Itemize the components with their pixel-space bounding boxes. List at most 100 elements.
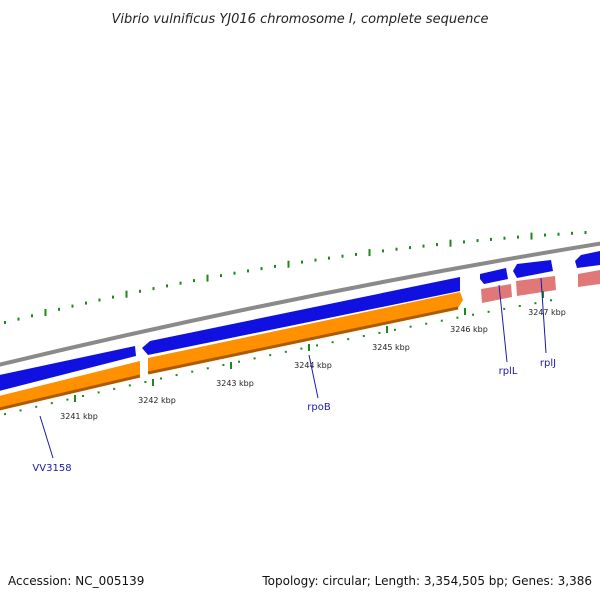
gc-skew-tick <box>247 269 249 273</box>
gc-skew-tick <box>355 252 357 256</box>
gc-skew-tick <box>571 231 573 235</box>
scale-minor-tick <box>50 402 53 405</box>
scale-minor-tick <box>66 398 69 401</box>
scale-minor-tick <box>128 384 131 387</box>
scale-minor-tick <box>191 370 194 373</box>
reverse-gene-rpob <box>148 292 463 373</box>
scale-minor-tick <box>503 307 506 310</box>
gc-skew-tick <box>71 304 74 308</box>
gene-label-leader <box>540 277 547 354</box>
forward-gene-vv3158 <box>0 346 136 391</box>
scale-minor-tick <box>4 413 6 416</box>
gc-skew-tick <box>233 271 236 275</box>
scale-minor-tick <box>82 395 84 397</box>
gc-skew-tick <box>17 317 20 321</box>
gc-skew-tick <box>409 246 411 250</box>
scale-major-tick <box>74 395 76 402</box>
rna-gene-3 <box>578 270 600 287</box>
gc-skew-tick <box>422 244 425 248</box>
gc-skew-tick <box>314 258 317 262</box>
gene-label-vv3158: VV3158 <box>32 463 71 474</box>
scale-minor-tick <box>362 335 365 337</box>
gc-skew-tick <box>368 249 371 257</box>
gc-skew-tick <box>260 267 263 271</box>
scale-major-tick <box>542 291 544 298</box>
gc-skew-tick <box>476 239 479 243</box>
gc-skew-tick <box>301 260 303 264</box>
forward-strand-track <box>0 251 600 391</box>
gene-labels: VV3158 rpoB rplL rplJ <box>32 277 556 474</box>
gc-skew-tick <box>328 256 330 260</box>
gc-skew-tick <box>44 309 47 316</box>
gc-skew-tick <box>503 236 506 240</box>
scale-minor-tick <box>534 302 537 305</box>
forward-gene-rplj <box>513 260 553 278</box>
gc-skew-track <box>4 231 587 324</box>
gc-skew-tick <box>206 274 209 282</box>
scale-tick-label: 3245 kbp <box>372 343 410 352</box>
gene-label-leader <box>39 415 54 459</box>
scale-tick-label: 3246 kbp <box>450 325 488 334</box>
scale-major-tick <box>464 308 466 315</box>
gene-label-rplj: rplJ <box>540 358 556 369</box>
scale-tick-label: 3242 kbp <box>138 396 176 405</box>
scale-minor-tick <box>394 328 396 331</box>
scale-minor-tick <box>206 367 209 370</box>
summary-text: Topology: circular; Length: 3,354,505 bp… <box>261 574 592 588</box>
reverse-strand-track <box>0 292 463 411</box>
scale-minor-tick <box>222 364 225 366</box>
scale-minor-tick <box>144 381 147 383</box>
gc-skew-tick <box>490 237 492 241</box>
scale-major-tick <box>308 344 310 351</box>
scale-tick-label: 3243 kbp <box>216 379 254 388</box>
scale-minor-tick <box>35 405 38 408</box>
gc-skew-tick <box>382 249 384 253</box>
gene-label-leader <box>498 284 508 363</box>
gc-skew-tick <box>544 233 546 237</box>
accession-text: Accession: NC_005139 <box>8 574 144 588</box>
gc-skew-tick <box>557 232 560 236</box>
gc-skew-tick <box>436 243 438 247</box>
gc-skew-tick <box>4 321 6 324</box>
scale-minor-tick <box>175 374 178 377</box>
forward-gene-rpob <box>142 277 460 355</box>
scale-track: 3241 kbp 3242 kbp 3243 kbp 3244 kbp 3245 kbp… <box>4 291 566 421</box>
gc-skew-tick <box>274 264 276 268</box>
gene-label-leader <box>308 354 319 399</box>
scale-minor-tick <box>487 310 490 313</box>
rna-gene-1 <box>481 284 512 303</box>
scale-minor-tick <box>253 357 256 360</box>
scale-major-tick <box>386 326 388 333</box>
scale-minor-tick <box>331 341 334 344</box>
scale-minor-tick <box>550 299 552 302</box>
scale-minor-tick <box>472 313 474 316</box>
reverse-gene-rpob-shadow <box>147 306 459 375</box>
scale-minor-tick <box>378 331 381 334</box>
scale-major-tick <box>230 362 232 369</box>
reverse-gene-vv3158 <box>0 361 140 409</box>
scale-minor-tick <box>238 360 240 363</box>
gene-label-rpob: rpoB <box>307 402 331 413</box>
scale-minor-tick <box>269 354 272 357</box>
scale-minor-tick <box>347 338 350 341</box>
gene-label-rpll: rplL <box>499 366 518 377</box>
gc-skew-tick <box>112 295 114 299</box>
gc-skew-tick <box>463 240 465 244</box>
scale-minor-tick <box>160 377 162 380</box>
gc-skew-tick <box>517 235 519 239</box>
scale-minor-tick <box>456 316 459 319</box>
forward-gene-edge <box>575 251 600 268</box>
scale-major-tick <box>152 379 154 386</box>
forward-gene-rpll <box>480 268 508 284</box>
map-title: Vibrio vulnificus YJ016 chromosome I, co… <box>111 12 488 27</box>
gc-skew-tick <box>125 290 128 298</box>
scale-minor-tick <box>409 325 412 328</box>
gc-skew-tick <box>341 254 344 258</box>
gc-skew-tick <box>139 289 141 293</box>
scale-minor-tick <box>113 387 116 390</box>
gc-skew-tick <box>31 314 33 318</box>
scale-tick-label: 3247 kbp <box>528 308 566 317</box>
gc-skew-tick <box>85 301 87 305</box>
scale-minor-tick <box>300 347 303 350</box>
